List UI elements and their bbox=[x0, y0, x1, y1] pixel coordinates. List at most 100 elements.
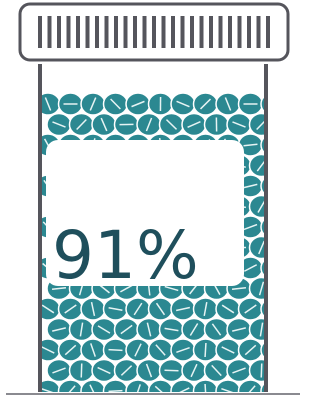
pill bbox=[104, 298, 128, 320]
cap-ridge bbox=[67, 16, 71, 48]
pill bbox=[92, 319, 116, 341]
pill bbox=[250, 114, 274, 136]
cap-ridge bbox=[266, 16, 270, 48]
pill bbox=[59, 298, 83, 320]
pill-score bbox=[272, 179, 274, 193]
cap-ridge bbox=[162, 16, 166, 48]
pill bbox=[126, 93, 150, 115]
pill bbox=[149, 93, 173, 115]
pill bbox=[239, 93, 263, 115]
pill bbox=[171, 380, 195, 402]
pill-score bbox=[270, 385, 276, 398]
pill bbox=[149, 339, 173, 361]
cap-ridge bbox=[209, 16, 213, 48]
pill-bottle-infographic: 91% bbox=[0, 0, 306, 402]
pill bbox=[47, 360, 71, 382]
pill bbox=[92, 360, 116, 382]
pill bbox=[250, 360, 274, 382]
pill bbox=[59, 380, 83, 402]
pill bbox=[70, 360, 94, 382]
cap-ridge bbox=[257, 16, 261, 48]
pill bbox=[239, 298, 263, 320]
pill-score bbox=[109, 391, 123, 392]
pill bbox=[171, 298, 195, 320]
pill bbox=[227, 114, 251, 136]
cap-ridge bbox=[181, 16, 185, 48]
cap-ridge bbox=[95, 16, 99, 48]
percentage: 91% bbox=[52, 217, 199, 294]
pill bbox=[171, 339, 195, 361]
pill bbox=[137, 114, 161, 136]
pill bbox=[239, 339, 263, 361]
pill bbox=[227, 360, 251, 382]
pill bbox=[216, 339, 240, 361]
pill bbox=[81, 298, 105, 320]
pill bbox=[250, 278, 274, 300]
pill bbox=[216, 380, 240, 402]
pill bbox=[171, 93, 195, 115]
pill-score bbox=[271, 343, 276, 356]
pill-score bbox=[205, 343, 206, 357]
pill bbox=[239, 380, 263, 402]
pill bbox=[205, 319, 229, 341]
pill bbox=[194, 339, 218, 361]
pill-score bbox=[272, 302, 275, 316]
pill bbox=[149, 380, 173, 402]
pill bbox=[70, 319, 94, 341]
pill-score bbox=[205, 384, 206, 398]
pill bbox=[126, 298, 150, 320]
cap-ridge bbox=[219, 16, 223, 48]
pill bbox=[216, 298, 240, 320]
pill bbox=[149, 298, 173, 320]
pill bbox=[104, 93, 128, 115]
pill bbox=[205, 114, 229, 136]
pill-score bbox=[270, 98, 275, 111]
pill-score bbox=[271, 138, 275, 151]
pill bbox=[47, 114, 71, 136]
pill bbox=[115, 360, 139, 382]
cap-ridge bbox=[228, 16, 232, 48]
pill bbox=[250, 155, 274, 177]
pill bbox=[160, 360, 184, 382]
pill bbox=[104, 339, 128, 361]
pill bbox=[126, 339, 150, 361]
pill bbox=[47, 319, 71, 341]
pill bbox=[205, 360, 229, 382]
pill bbox=[182, 319, 206, 341]
pill bbox=[250, 237, 274, 259]
cap-ridge bbox=[76, 16, 80, 48]
pill bbox=[182, 360, 206, 382]
cap-ridge bbox=[190, 16, 194, 48]
pill bbox=[81, 93, 105, 115]
cap-ridge bbox=[133, 16, 137, 48]
pill bbox=[126, 380, 150, 402]
pill bbox=[59, 93, 83, 115]
pill bbox=[137, 360, 161, 382]
cap-ridge bbox=[86, 16, 90, 48]
pill bbox=[194, 298, 218, 320]
pill bbox=[115, 114, 139, 136]
pill bbox=[137, 319, 161, 341]
pill bbox=[59, 339, 83, 361]
pill bbox=[216, 93, 240, 115]
pill bbox=[81, 339, 105, 361]
cap-ridge bbox=[48, 16, 52, 48]
cap-ridge bbox=[57, 16, 61, 48]
cap-ridge bbox=[247, 16, 251, 48]
cap-ridge bbox=[171, 16, 175, 48]
pill bbox=[115, 319, 139, 341]
pill bbox=[227, 319, 251, 341]
cap-ridge bbox=[124, 16, 128, 48]
cap-ridge bbox=[152, 16, 156, 48]
pill bbox=[160, 319, 184, 341]
pill-score bbox=[109, 350, 123, 351]
cap-ridge bbox=[38, 16, 42, 48]
pill bbox=[250, 196, 274, 218]
cap-ridge bbox=[200, 16, 204, 48]
pill bbox=[70, 114, 94, 136]
pill bbox=[81, 380, 105, 402]
cap-ridge bbox=[238, 16, 242, 48]
pill bbox=[250, 319, 274, 341]
pill bbox=[92, 114, 116, 136]
pill bbox=[104, 380, 128, 402]
